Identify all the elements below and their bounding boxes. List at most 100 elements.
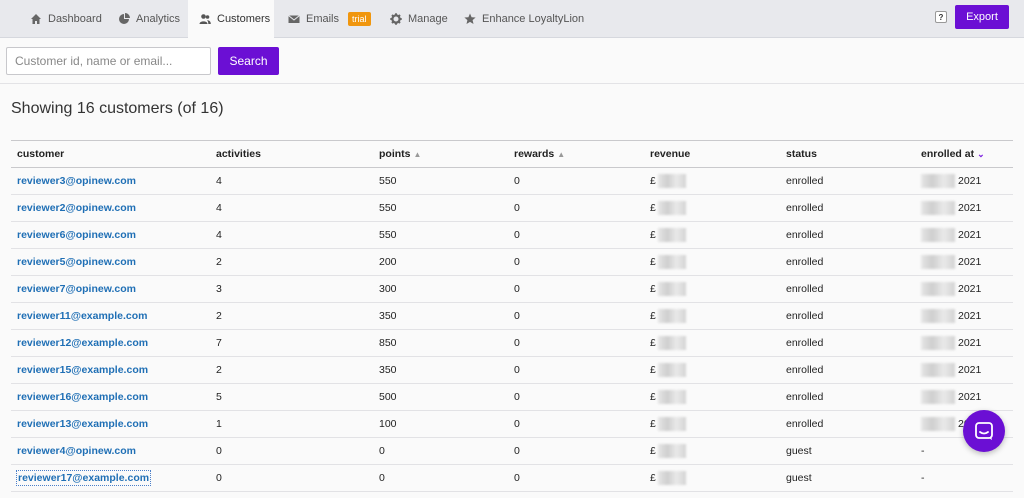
- revenue-cell: £: [644, 464, 780, 492]
- enrolled-value: -: [921, 472, 925, 484]
- tab-manage[interactable]: Manage: [376, 0, 452, 38]
- customer-email-link[interactable]: reviewer6@opinew.com: [17, 229, 136, 241]
- activities-cell: 5: [210, 383, 373, 411]
- redacted-value: [921, 336, 955, 350]
- revenue-value: £: [650, 390, 656, 403]
- revenue-cell: £: [644, 302, 780, 330]
- customer-email-link[interactable]: reviewer16@example.com: [17, 391, 149, 403]
- redacted-value: [657, 309, 686, 323]
- pie-chart-icon: [119, 13, 130, 24]
- export-button[interactable]: Export: [955, 5, 1009, 29]
- table-row: reviewer6@opinew.com 4 550 0 £ enrolled 2021: [11, 221, 1013, 249]
- revenue-value: £: [650, 309, 656, 322]
- revenue-cell: £: [644, 410, 780, 438]
- points-cell: 0: [373, 437, 508, 465]
- enrolled-value: 2021: [958, 309, 982, 322]
- rewards-cell: 0: [508, 167, 644, 195]
- table-row: reviewer16@example.com 5 500 0 £ enrolled 2021: [11, 383, 1013, 411]
- tab-dashboard[interactable]: Dashboard: [18, 0, 106, 38]
- revenue-value: £: [650, 201, 656, 214]
- activities-cell: 0: [210, 464, 373, 492]
- enrolled-cell: 2021: [915, 167, 1013, 195]
- customer-email-link[interactable]: reviewer3@opinew.com: [17, 175, 136, 187]
- star-icon: [464, 13, 476, 24]
- status-cell: enrolled: [780, 329, 915, 357]
- table-row: reviewer4@opinew.com 0 0 0 £ guest -: [11, 437, 1013, 465]
- customer-email-link[interactable]: reviewer4@opinew.com: [17, 445, 136, 457]
- rewards-cell: 0: [508, 356, 644, 384]
- table-row: reviewer5@opinew.com 2 200 0 £ enrolled 2021: [11, 248, 1013, 276]
- revenue-value: £: [650, 363, 656, 376]
- status-cell: enrolled: [780, 248, 915, 276]
- enrolled-cell: 2021: [915, 356, 1013, 384]
- enrolled-value: 2021: [958, 336, 982, 349]
- tab-emails[interactable]: Emails trial: [274, 0, 376, 38]
- redacted-value: [921, 255, 955, 269]
- points-cell: 300: [373, 275, 508, 303]
- redacted-value: [657, 282, 686, 296]
- column-points[interactable]: points ▲: [373, 140, 508, 168]
- chat-icon: [975, 422, 993, 440]
- table-header: customer activities points ▲ rewards ▲ rev…: [11, 140, 1013, 168]
- table-row: reviewer11@example.com 2 350 0 £ enrolled 2021: [11, 302, 1013, 330]
- table-row: reviewer15@example.com 2 350 0 £ enrolled 2021: [11, 356, 1013, 384]
- activities-cell: 4: [210, 167, 373, 195]
- enrolled-value: -: [921, 445, 925, 457]
- tab-customers[interactable]: Customers: [188, 0, 274, 38]
- status-cell: guest: [780, 437, 915, 465]
- revenue-value: £: [650, 336, 656, 349]
- rewards-cell: 0: [508, 329, 644, 357]
- customer-cell: reviewer12@example.com: [11, 329, 210, 357]
- enrolled-value: 2021: [958, 201, 982, 214]
- column-rewards[interactable]: rewards ▲: [508, 140, 644, 168]
- column-status: status: [780, 140, 915, 168]
- help-icon[interactable]: ?: [935, 11, 947, 23]
- enrolled-cell: 2021: [915, 302, 1013, 330]
- points-cell: 550: [373, 167, 508, 195]
- customer-email-link[interactable]: reviewer2@opinew.com: [17, 202, 136, 214]
- revenue-value: £: [650, 228, 656, 241]
- redacted-value: [921, 282, 955, 296]
- table-row: reviewer17@example.com 0 0 0 £ guest -: [11, 464, 1013, 492]
- trial-badge: trial: [348, 12, 371, 26]
- customer-email-link[interactable]: reviewer12@example.com: [17, 337, 149, 349]
- search-input[interactable]: [6, 47, 211, 75]
- redacted-value: [921, 174, 955, 188]
- revenue-value: £: [650, 444, 656, 457]
- revenue-cell: £: [644, 383, 780, 411]
- customer-email-link[interactable]: reviewer5@opinew.com: [17, 256, 136, 268]
- tab-enhance[interactable]: Enhance LoyaltyLion: [452, 0, 592, 38]
- activities-cell: 0: [210, 437, 373, 465]
- redacted-value: [657, 390, 686, 404]
- rewards-cell: 0: [508, 383, 644, 411]
- redacted-value: [657, 174, 686, 188]
- column-revenue: revenue: [644, 140, 780, 168]
- redacted-value: [921, 228, 955, 242]
- customer-email-link[interactable]: reviewer11@example.com: [17, 310, 148, 322]
- points-cell: 350: [373, 356, 508, 384]
- search-button[interactable]: Search: [218, 47, 279, 75]
- activities-cell: 4: [210, 194, 373, 222]
- table-row: reviewer2@opinew.com 4 550 0 £ enrolled 2021: [11, 194, 1013, 222]
- column-enrolled-at[interactable]: enrolled at ⌄: [915, 140, 1013, 168]
- activities-cell: 4: [210, 221, 373, 249]
- customer-email-link[interactable]: reviewer17@example.com: [15, 470, 152, 486]
- redacted-value: [921, 417, 955, 431]
- tab-label: Manage: [408, 13, 448, 25]
- top-navigation: Dashboard Analytics Customers Emails tri…: [0, 0, 1024, 38]
- customer-email-link[interactable]: reviewer7@opinew.com: [17, 283, 136, 295]
- customer-email-link[interactable]: reviewer15@example.com: [17, 364, 149, 376]
- activities-cell: 3: [210, 275, 373, 303]
- enrolled-cell: 2021: [915, 248, 1013, 276]
- enrolled-cell: 2021: [915, 221, 1013, 249]
- chat-launcher-button[interactable]: [963, 410, 1005, 452]
- page-title: Showing 16 customers (of 16): [11, 100, 224, 117]
- customer-email-link[interactable]: reviewer13@example.com: [17, 418, 149, 430]
- revenue-value: £: [650, 417, 656, 430]
- rewards-cell: 0: [508, 248, 644, 276]
- rewards-cell: 0: [508, 194, 644, 222]
- revenue-value: £: [650, 282, 656, 295]
- tab-analytics[interactable]: Analytics: [106, 0, 188, 38]
- activities-cell: 1: [210, 410, 373, 438]
- tab-label: Enhance LoyaltyLion: [482, 13, 585, 25]
